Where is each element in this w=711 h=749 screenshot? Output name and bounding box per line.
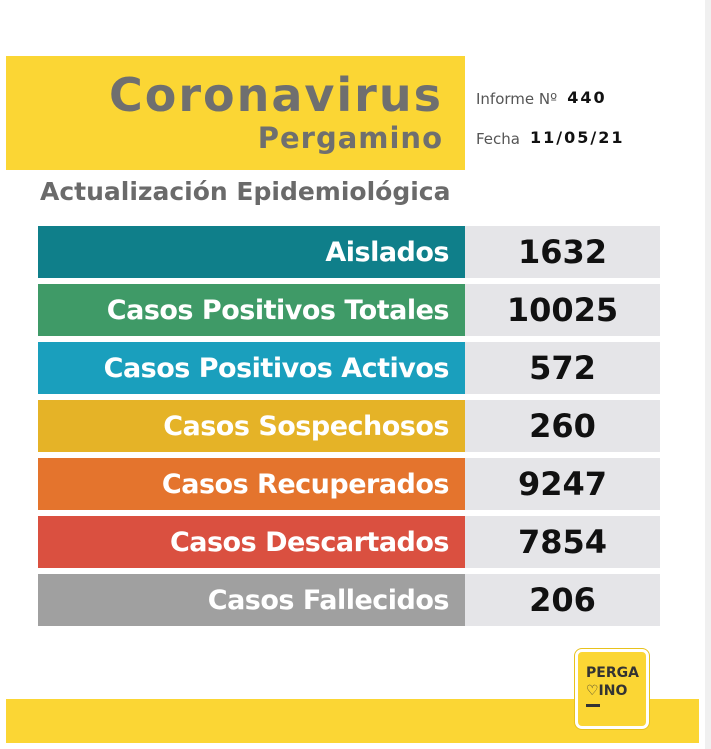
stat-row-positivos-activos: Casos Positivos Activos 572 bbox=[38, 342, 660, 394]
stat-label: Casos Descartados bbox=[38, 516, 465, 568]
stat-value: 572 bbox=[465, 342, 660, 394]
stat-label: Casos Positivos Activos bbox=[38, 342, 465, 394]
stat-row-aislados: Aislados 1632 bbox=[38, 226, 660, 278]
stat-value: 1632 bbox=[465, 226, 660, 278]
stat-row-fallecidos: Casos Fallecidos 206 bbox=[38, 574, 660, 626]
pergamino-logo-icon: PERGA ♡INO bbox=[575, 649, 649, 729]
report-date-label: Fecha bbox=[476, 130, 520, 148]
report-number-label: Informe Nº bbox=[476, 90, 558, 108]
stat-row-recuperados: Casos Recuperados 9247 bbox=[38, 458, 660, 510]
stat-label: Casos Recuperados bbox=[38, 458, 465, 510]
page-subtitle: Pergamino bbox=[257, 121, 443, 155]
report-number-line: Informe Nº 440 bbox=[476, 88, 701, 128]
stats-table: Aislados 1632 Casos Positivos Totales 10… bbox=[38, 226, 660, 632]
stat-label: Aislados bbox=[38, 226, 465, 278]
report-date-line: Fecha 11/05/21 bbox=[476, 128, 701, 168]
stat-row-descartados: Casos Descartados 7854 bbox=[38, 516, 660, 568]
section-title: Actualización Epidemiológica bbox=[40, 177, 451, 206]
stat-label: Casos Fallecidos bbox=[38, 574, 465, 626]
stat-value: 206 bbox=[465, 574, 660, 626]
page-edge bbox=[705, 0, 711, 749]
stat-value: 10025 bbox=[465, 284, 660, 336]
report-info: Informe Nº 440 Fecha 11/05/21 bbox=[476, 88, 701, 168]
report-number-value: 440 bbox=[567, 88, 607, 107]
page-title: Coronavirus bbox=[108, 68, 443, 122]
logo-text-top: PERGA bbox=[586, 665, 639, 681]
stat-label: Casos Positivos Totales bbox=[38, 284, 465, 336]
stat-value: 9247 bbox=[465, 458, 660, 510]
stat-row-positivos-totales: Casos Positivos Totales 10025 bbox=[38, 284, 660, 336]
logo-text-bottom: ♡INO bbox=[586, 683, 628, 699]
stat-row-sospechosos: Casos Sospechosos 260 bbox=[38, 400, 660, 452]
title-banner: Coronavirus Pergamino bbox=[6, 56, 465, 170]
stat-label: Casos Sospechosos bbox=[38, 400, 465, 452]
report-date-value: 11/05/21 bbox=[529, 128, 625, 147]
stat-value: 260 bbox=[465, 400, 660, 452]
logo-underline bbox=[586, 704, 600, 707]
stat-value: 7854 bbox=[465, 516, 660, 568]
